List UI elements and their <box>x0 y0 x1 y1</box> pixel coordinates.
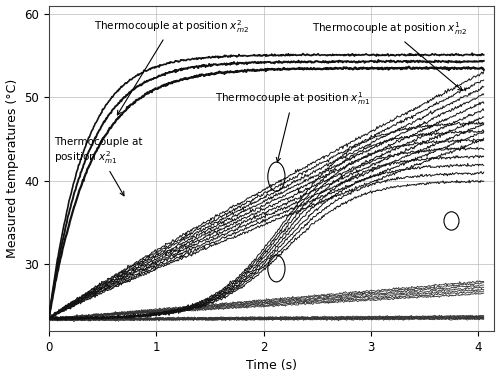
Text: Thermocouple at position $x_{m1}^{1}$: Thermocouple at position $x_{m1}^{1}$ <box>215 91 370 162</box>
Text: Thermocouple at position $x_{m2}^{1}$: Thermocouple at position $x_{m2}^{1}$ <box>312 20 467 91</box>
X-axis label: Time (s): Time (s) <box>246 359 297 372</box>
Y-axis label: Measured temperatures (°C): Measured temperatures (°C) <box>6 79 18 258</box>
Text: Thermocouple at
position $x_{m1}^{2}$: Thermocouple at position $x_{m1}^{2}$ <box>54 137 142 196</box>
Text: Thermocouple at position $x_{m2}^{2}$: Thermocouple at position $x_{m2}^{2}$ <box>94 18 249 115</box>
